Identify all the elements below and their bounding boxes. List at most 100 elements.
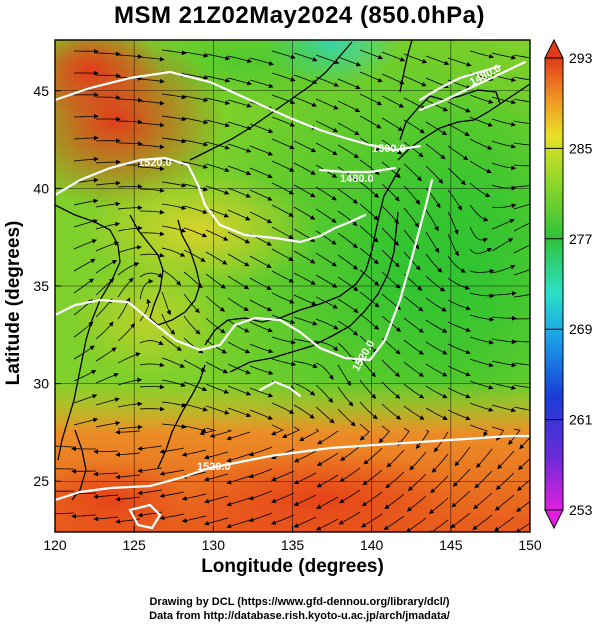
x-axis-title: Longitude (degrees) <box>201 556 384 577</box>
streamline <box>359 357 376 378</box>
streamline <box>425 143 446 160</box>
streamline <box>227 231 251 244</box>
streamline <box>159 491 185 499</box>
streamline <box>337 232 358 249</box>
streamline <box>407 473 427 491</box>
streamline <box>491 52 517 60</box>
streamline <box>447 57 472 67</box>
streamline <box>513 340 530 343</box>
streamline <box>491 382 517 390</box>
streamline <box>425 55 450 66</box>
streamline <box>406 495 427 512</box>
streamline <box>359 93 383 106</box>
colorbar-tick-label: 293 <box>569 50 593 66</box>
credit-drawing: Drawing by DCL (https://www.gfd-dennou.o… <box>149 596 450 608</box>
streamline <box>293 52 318 62</box>
streamline <box>315 274 338 288</box>
streamline <box>139 56 165 62</box>
streamline <box>425 407 448 420</box>
streamline <box>513 294 530 298</box>
coast-kyushu-shikoku-honshu <box>204 167 401 346</box>
streamline <box>447 365 471 377</box>
streamline <box>403 163 422 182</box>
streamline <box>139 78 165 84</box>
streamline <box>271 358 297 367</box>
streamline <box>205 141 230 150</box>
streamline <box>491 218 515 230</box>
streamline <box>227 319 250 333</box>
streamline <box>183 183 208 192</box>
streamline <box>384 493 405 510</box>
streamline <box>227 209 251 221</box>
streamline <box>293 494 317 506</box>
streamline <box>118 141 143 147</box>
streamline <box>161 115 187 122</box>
streamline <box>55 445 75 448</box>
streamline <box>161 269 182 286</box>
streamline <box>362 469 383 486</box>
streamline <box>204 473 229 482</box>
streamline <box>469 314 495 322</box>
streamline <box>315 76 339 87</box>
coast-russia <box>189 41 353 161</box>
contour-label: 1480.0 <box>340 173 374 185</box>
streamline <box>425 319 448 333</box>
streamline <box>183 205 208 214</box>
streamline <box>249 255 272 268</box>
streamline <box>161 313 176 335</box>
streamline <box>204 451 229 460</box>
streamline <box>204 495 229 504</box>
streamline <box>514 318 530 320</box>
streamline <box>95 260 118 274</box>
streamline <box>226 431 251 441</box>
streamline <box>361 513 383 528</box>
streamline <box>139 187 165 193</box>
streamline <box>513 54 530 59</box>
streamline <box>271 160 295 172</box>
height-contours <box>55 60 530 530</box>
streamline <box>403 141 424 158</box>
streamline <box>271 138 295 150</box>
y-axis: 25 30 35 40 45 <box>33 83 61 489</box>
streamline <box>491 96 517 105</box>
streamline <box>447 233 459 257</box>
contour-1480-b <box>418 60 527 112</box>
streamline <box>386 449 405 468</box>
streamline <box>381 51 406 62</box>
streamline <box>227 55 253 64</box>
streamline <box>271 492 295 503</box>
streamline <box>447 189 462 211</box>
streamline <box>337 298 359 313</box>
streamline <box>363 447 383 465</box>
streamline <box>249 343 274 354</box>
streamline <box>205 251 228 265</box>
colorbar-tick-label: 285 <box>569 140 593 156</box>
streamline <box>381 403 402 420</box>
streamline <box>73 417 99 426</box>
streamline <box>205 405 230 415</box>
streamline <box>161 137 187 144</box>
x-axis: 120 125 130 135 140 145 150 <box>43 526 542 553</box>
streamline <box>337 386 354 407</box>
streamline <box>513 203 530 210</box>
streamline <box>95 221 121 230</box>
credit-data: Data from http://database.rish.kyoto-u.a… <box>149 610 450 622</box>
streamline <box>95 298 113 318</box>
contour-label: 1520.0 <box>197 461 231 473</box>
streamline <box>315 186 337 201</box>
streamline <box>450 512 471 529</box>
streamline <box>337 188 358 204</box>
coast-nansei <box>157 364 206 469</box>
streamline <box>227 363 251 375</box>
streamline <box>139 362 165 368</box>
streamline <box>95 180 121 186</box>
streamline <box>115 474 141 480</box>
contour-1520-south <box>55 434 530 502</box>
streamline <box>183 271 203 289</box>
streamline <box>516 479 530 491</box>
streamline <box>248 512 273 523</box>
streamline <box>447 123 470 136</box>
streamline <box>378 425 390 444</box>
streamline <box>359 49 384 60</box>
streamline <box>469 226 488 243</box>
